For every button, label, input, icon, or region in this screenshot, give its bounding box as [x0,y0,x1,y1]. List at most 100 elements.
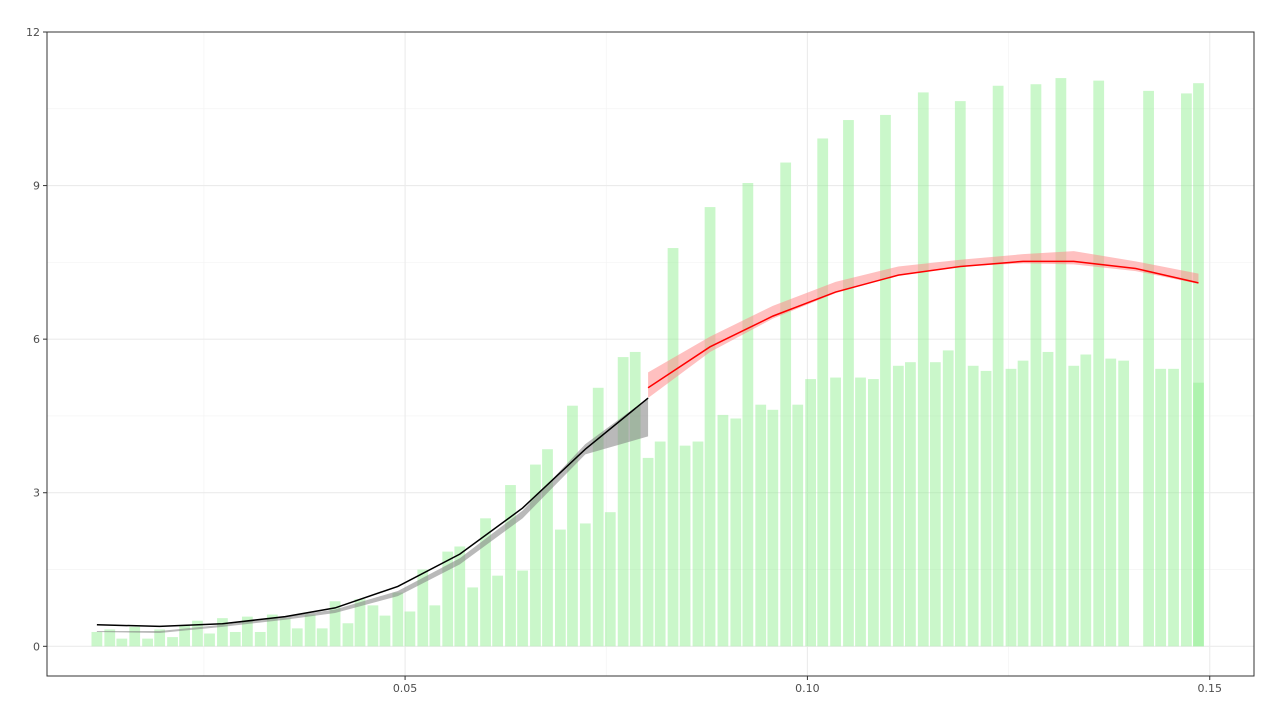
histogram-bar [1080,354,1092,647]
histogram-bar [992,85,1004,647]
histogram-bar [1168,368,1179,647]
histogram-bar [379,615,391,647]
histogram-bar [492,575,503,647]
histogram-bar [392,592,404,647]
histogram-bar [917,92,929,647]
histogram-bar [805,379,817,647]
histogram-bar [905,362,916,647]
histogram-bar [329,601,341,647]
histogram-bar [980,370,992,647]
histogram-bar [1005,368,1017,647]
histogram-bar [667,248,679,647]
x-tick-label: 0.15 [1197,682,1222,695]
histogram-bar [367,605,379,647]
histogram-bar [1017,360,1029,647]
histogram-bar [104,629,116,647]
histogram-bar [116,638,128,647]
histogram-bar [730,418,742,647]
histogram-bar [767,409,779,647]
grid-lines [47,31,1254,676]
histogram-bar [642,457,654,647]
histogram-bar [1143,90,1154,647]
histogram-bar [229,631,241,647]
histogram-bar [617,357,629,647]
histogram-bar [442,551,454,647]
histogram-bar [467,587,479,647]
axes: 0.05 0.10 0.15 0 3 6 9 12 [26,26,1222,695]
histogram-bar [129,626,141,647]
histogram-bar [304,614,316,647]
histogram-bar [354,599,366,647]
histogram-bar [417,569,429,647]
histogram-bar [954,101,966,647]
histogram-bar [817,138,829,647]
histogram-bar [579,523,591,647]
histogram-bar [868,379,879,647]
histogram-bar [592,387,604,647]
histogram-bar [1093,80,1105,647]
histogram-bar [792,404,804,647]
histogram-bar [967,365,979,647]
histogram-bar [679,445,691,647]
histogram-bar [1055,78,1067,647]
histogram-bar [179,625,190,647]
histogram-bar [892,365,904,647]
histogram-bar [855,377,866,647]
histogram-bar [1193,382,1204,647]
histogram-bar [843,120,854,647]
histogram-bar [167,637,178,647]
histogram-bar [266,614,278,647]
y-tick-label: 6 [33,333,40,346]
confidence-bands [96,251,1199,633]
histogram-bar [780,162,792,647]
histogram-bar [316,628,328,647]
histogram-bar [554,529,566,647]
histogram-bar [1118,360,1130,647]
histogram-bar [1193,83,1204,647]
histogram-bar [880,114,891,647]
histogram-bar [1181,93,1192,647]
histogram-bar [517,570,528,647]
histogram-bar [480,518,491,647]
y-tick-label: 3 [33,487,40,500]
histogram-bar [91,631,103,647]
histogram-bar [755,404,767,647]
histogram-bar [717,414,729,647]
histogram-bar [604,512,616,647]
fit-line [96,397,649,628]
histogram-bar [1042,351,1054,647]
histogram-bar [192,620,203,647]
histogram-bar [704,207,716,647]
histogram-bar [654,441,666,647]
histogram-bar [279,618,291,647]
histogram-bar [291,628,303,647]
histogram-bar [342,623,354,647]
histogram-bar [942,350,954,647]
histogram-bar [1068,365,1080,647]
histogram-bar [404,611,416,647]
histogram-bar [692,441,704,647]
fit-line [647,260,1199,389]
histogram-bar [742,183,754,647]
y-tick-label: 0 [33,640,40,653]
histogram-bars [91,78,1204,647]
histogram-bar [142,638,153,647]
histogram-bar [429,605,441,647]
histogram-bar [254,631,266,647]
histogram-bar [154,629,166,647]
x-tick-label: 0.10 [795,682,820,695]
histogram-bar [629,351,641,647]
histogram-bar [830,377,841,647]
panel-border [46,31,1255,677]
histogram-bar [204,633,215,647]
histogram-bar [505,485,516,647]
histogram-bar [567,405,578,647]
histogram-bar [241,616,253,647]
y-tick-label: 9 [33,180,40,193]
histogram-bar [1155,368,1167,647]
histogram-bar [1105,358,1117,647]
y-tick-label: 12 [26,26,40,39]
histogram-bar [1030,84,1042,647]
confidence-band [648,251,1199,399]
histogram-bar [542,449,553,647]
